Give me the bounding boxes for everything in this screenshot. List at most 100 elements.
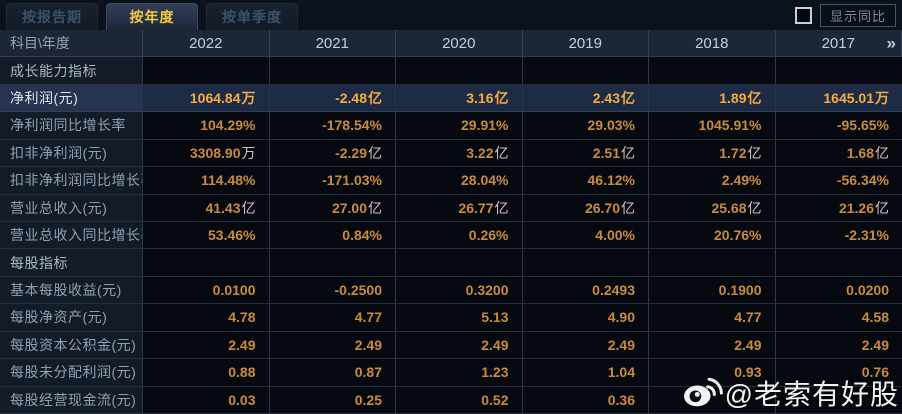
- value-cell: 0.93: [649, 359, 776, 386]
- value-cell: 21.26 亿: [775, 194, 902, 221]
- value-cell: [775, 57, 902, 84]
- value-cell: 28.04%: [396, 167, 523, 194]
- value-cell: -56.34%: [775, 167, 902, 194]
- value-cell: 25.68 亿: [649, 194, 776, 221]
- year-label: 2022: [189, 34, 223, 52]
- table-row[interactable]: 扣非净利润(元) 3308.90 万 -2.29 亿 3.22 亿 2.51 亿 1.72 亿 1.6…: [0, 139, 902, 168]
- value-cell: 1045.91%: [649, 112, 776, 139]
- section-header-row: 每股指标: [0, 249, 902, 277]
- table-row[interactable]: 基本每股收益(元) 0.0100 -0.2500 0.3200 0.2493 0.1900…: [0, 276, 902, 305]
- row-label: 营业总收入(元): [0, 194, 143, 221]
- value-number: 26.70: [584, 199, 620, 216]
- value-cell: 1645.01 万: [775, 84, 902, 112]
- table-header-row: 科目\年度 2022 2021 2020 2019 2018 2017 »: [0, 30, 902, 58]
- value-cell: 2.51 亿: [522, 139, 649, 167]
- value-cell: 3.16 亿: [396, 84, 523, 112]
- value-number: 27.00: [331, 199, 367, 216]
- value-cell: 0.36: [522, 386, 649, 413]
- table-row[interactable]: 净利润同比增长率 104.29% -178.54% 29.91% 29.03% 1045.…: [0, 112, 902, 140]
- value-cell: [396, 249, 523, 276]
- value-unit: 亿: [241, 199, 256, 216]
- value-unit: 亿: [494, 199, 509, 216]
- value-unit: 万: [875, 90, 889, 107]
- period-tabs: 按报告期 按年度 按单季度: [0, 0, 298, 30]
- table-row[interactable]: 净利润(元) 1064.84 万 -2.48 亿 3.16 亿 2.43 亿 1.89 亿 1645.…: [0, 84, 902, 113]
- table-row[interactable]: 每股经营现金流(元) 0.03 0.25 0.52 0.36: [0, 386, 902, 414]
- value-unit: 亿: [621, 144, 635, 161]
- value-cell: 1.04: [522, 359, 649, 386]
- value-number: 2.51: [592, 144, 620, 161]
- value-cell: [143, 57, 270, 84]
- more-years-icon[interactable]: »: [886, 33, 896, 53]
- value-cell: 0.76: [775, 359, 902, 386]
- table-row[interactable]: 每股净资产(元) 4.78 4.77 5.13 4.90 4.77 4.58: [0, 304, 902, 332]
- year-column-header: 2022: [143, 30, 270, 57]
- value-cell: 0.1900: [649, 276, 776, 304]
- value-number: 41.43: [205, 199, 241, 216]
- value-cell: 0.3200: [396, 276, 523, 304]
- year-column-header: 2020: [396, 30, 523, 57]
- value-cell: 0.25: [269, 386, 396, 413]
- table-row[interactable]: 每股未分配利润(元) 0.88 0.87 1.23 1.04 0.93 0.76: [0, 359, 902, 387]
- tab-by-quarter[interactable]: 按单季度: [206, 3, 298, 30]
- row-label: 扣非净利润同比增长率: [0, 167, 143, 194]
- table-row[interactable]: 营业总收入(元) 41.43 亿 27.00 亿 26.77 亿 26.70 亿 25.68 亿 21…: [0, 194, 902, 222]
- value-number: 21.26: [838, 199, 874, 216]
- value-cell: 53.46%: [143, 222, 270, 249]
- value-cell: 26.70 亿: [522, 194, 649, 221]
- section-header-row: 成长能力指标: [0, 57, 902, 85]
- value-cell: [649, 57, 776, 84]
- year-column-header: 2019: [523, 30, 649, 57]
- table-row[interactable]: 扣非净利润同比增长率 114.48% -171.03% 28.04% 46.12% 2.4…: [0, 167, 902, 195]
- value-cell: 2.49%: [649, 167, 776, 194]
- row-label: 营业总收入同比增长率: [0, 222, 143, 249]
- value-cell: 1064.84 万: [143, 84, 270, 112]
- value-cell: 4.78: [143, 304, 270, 331]
- value-cell: 114.48%: [143, 167, 270, 194]
- value-number: 2.43: [592, 90, 620, 107]
- value-cell: 0.87: [269, 359, 396, 386]
- value-unit: 亿: [368, 90, 382, 107]
- value-cell: 2.49: [269, 331, 396, 359]
- value-cell: 5.13: [396, 304, 523, 331]
- value-cell: 2.49: [522, 331, 649, 359]
- value-cell: 4.00%: [522, 222, 649, 249]
- value-cell: 0.2493: [522, 276, 649, 304]
- value-cell: 1.23: [396, 359, 523, 386]
- value-number: 1.72: [719, 144, 747, 161]
- value-number: 1.89: [719, 90, 747, 107]
- period-tab-bar: 按报告期 按年度 按单季度 显示同比: [0, 0, 902, 30]
- year-label: 2019: [568, 34, 602, 52]
- tab-by-year[interactable]: 按年度: [106, 3, 198, 30]
- value-unit: 亿: [621, 199, 635, 216]
- year-label: 2018: [695, 34, 729, 52]
- value-number: 1.68: [846, 144, 874, 161]
- year-label: 2020: [442, 34, 476, 52]
- show-yoy-button[interactable]: 显示同比: [819, 4, 896, 27]
- value-cell: 2.49: [143, 331, 270, 359]
- row-label: 每股净资产(元): [0, 304, 143, 331]
- value-cell: 3.22 亿: [396, 139, 523, 167]
- tab-by-report-period[interactable]: 按报告期: [6, 3, 98, 30]
- value-cell: [522, 57, 649, 84]
- value-cell: 0.0200: [775, 276, 902, 304]
- value-cell: 2.49: [775, 331, 902, 359]
- value-number: 3.22: [466, 144, 494, 161]
- value-cell: 104.29%: [143, 112, 270, 139]
- value-cell: 0.03: [143, 386, 270, 413]
- row-label: 每股指标: [0, 249, 143, 276]
- value-cell: 27.00 亿: [269, 194, 396, 221]
- show-yoy-checkbox[interactable]: [794, 7, 812, 24]
- financial-table: 科目\年度 2022 2021 2020 2019 2018 2017 » 成长能力指标 净利润(…: [0, 30, 902, 414]
- value-cell: -171.03%: [269, 167, 396, 194]
- table-row[interactable]: 每股资本公积金(元) 2.49 2.49 2.49 2.49 2.49 2.49: [0, 331, 902, 360]
- value-cell: 29.91%: [396, 112, 523, 139]
- value-unit: 亿: [494, 144, 509, 161]
- value-cell: 0.52: [396, 386, 523, 413]
- table-row[interactable]: 营业总收入同比增长率 53.46% 0.84% 0.26% 4.00% 20.76% -2.…: [0, 222, 902, 250]
- value-cell: [269, 57, 396, 84]
- value-unit: 亿: [368, 199, 382, 216]
- value-cell: -2.31%: [775, 222, 902, 249]
- value-number: 3.16: [466, 90, 494, 107]
